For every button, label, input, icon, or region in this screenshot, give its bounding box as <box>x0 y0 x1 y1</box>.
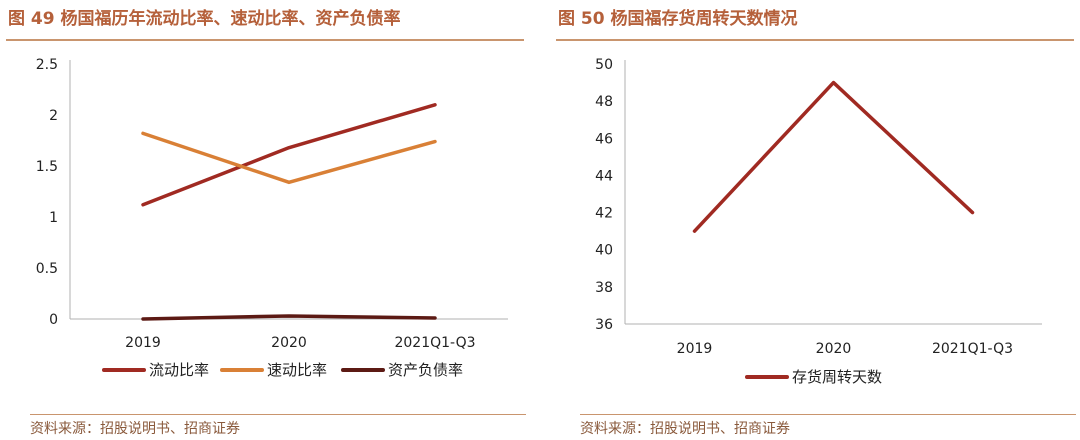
chart-panel-left: 图 49 杨国福历年流动比率、速动比率、资产负债率 0 0.5 1 1.5 2 2.5 20… <box>0 0 530 440</box>
series-line <box>141 314 437 321</box>
y-tick-label: 44 <box>595 168 613 184</box>
y-tick-label: 0 <box>49 312 58 328</box>
legend-label: 流动比率 <box>149 361 209 379</box>
y-tick-label: 2 <box>49 108 58 124</box>
y-tick-label: 0.5 <box>36 261 58 277</box>
y-tick-label: 38 <box>595 280 613 296</box>
y-tick-label: 1 <box>49 210 58 226</box>
chart-title-right: 图 50 杨国福存货周转天数情况 <box>558 9 798 29</box>
y-tick-label: 36 <box>595 317 613 333</box>
y-tick-label: 1.5 <box>36 159 58 175</box>
x-tick-label: 2021Q1-Q3 <box>394 335 475 351</box>
y-tick-label: 40 <box>595 243 613 259</box>
y-tick-label: 42 <box>595 206 613 222</box>
title-divider-right <box>556 39 1074 41</box>
line-chart-left: 0 0.5 1 1.5 2 2.5 2019 2020 2021Q1-Q3 流动比率 速动比率 资产负… <box>36 57 508 379</box>
x-tick-label: 2019 <box>125 335 161 351</box>
legend-label: 存货周转天数 <box>792 368 882 386</box>
chart-title-left: 图 49 杨国福历年流动比率、速动比率、资产负债率 <box>8 9 401 29</box>
chart-panel-right: 图 50 杨国福存货周转天数情况 36 38 40 42 44 46 48 50 2019 202… <box>550 0 1080 440</box>
x-tick-label: 2020 <box>816 341 852 357</box>
line-chart-right: 36 38 40 42 44 46 48 50 2019 2020 2021Q1-Q3 存货周转天数 <box>595 57 1042 386</box>
y-tick-label: 2.5 <box>36 57 58 73</box>
source-note-left: 资料来源：招股说明书、招商证券 <box>30 414 526 440</box>
y-tick-label: 50 <box>595 57 613 73</box>
source-note-right: 资料来源：招股说明书、招商证券 <box>580 414 1076 440</box>
x-tick-label: 2020 <box>271 335 307 351</box>
x-tick-label: 2019 <box>677 341 713 357</box>
legend-label: 资产负债率 <box>388 361 463 379</box>
series-line <box>141 131 437 185</box>
x-tick-label: 2021Q1-Q3 <box>932 341 1013 357</box>
y-tick-label: 48 <box>595 94 613 110</box>
series-line <box>692 80 975 233</box>
legend-label: 速动比率 <box>267 361 327 379</box>
series-line <box>141 103 437 207</box>
title-divider-left <box>6 39 524 41</box>
y-tick-label: 46 <box>595 131 613 147</box>
